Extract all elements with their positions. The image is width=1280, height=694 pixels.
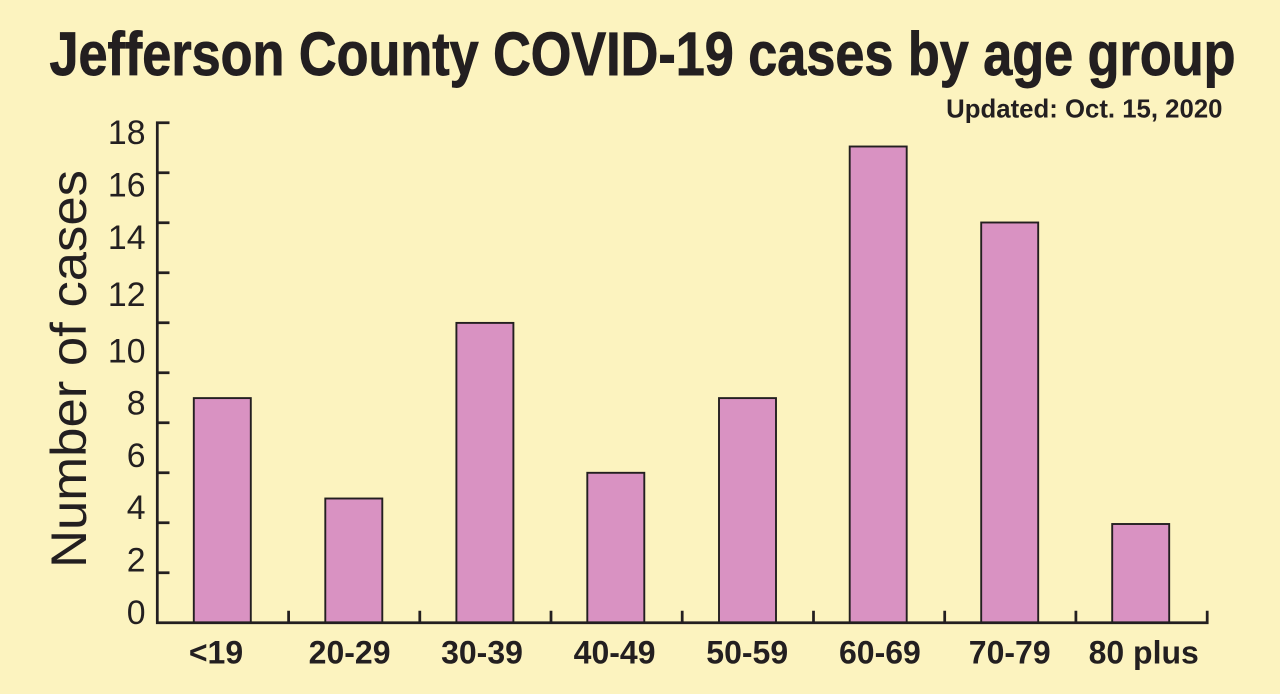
svg-text:40-49: 40-49	[574, 635, 656, 671]
svg-text:14: 14	[108, 219, 146, 257]
svg-text:Updated: Oct. 15, 2020: Updated: Oct. 15, 2020	[946, 96, 1222, 124]
svg-text:12: 12	[108, 276, 146, 314]
svg-text:10: 10	[108, 333, 146, 371]
svg-text:2: 2	[127, 541, 146, 579]
svg-text:50-59: 50-59	[706, 635, 788, 671]
svg-text:6: 6	[127, 437, 146, 475]
svg-text:80 plus: 80 plus	[1089, 635, 1199, 671]
svg-text:30-39: 30-39	[441, 635, 523, 671]
svg-text:Jefferson County COVID-19 case: Jefferson County COVID-19 cases by age g…	[50, 20, 1236, 89]
svg-text:4: 4	[127, 489, 146, 527]
svg-text:16: 16	[108, 166, 146, 204]
svg-text:<19: <19	[189, 635, 243, 671]
svg-text:20-29: 20-29	[309, 635, 391, 671]
svg-text:0: 0	[127, 594, 146, 632]
svg-text:8: 8	[127, 384, 146, 422]
svg-text:18: 18	[108, 114, 146, 152]
svg-text:60-69: 60-69	[839, 635, 921, 671]
svg-text:70-79: 70-79	[969, 635, 1051, 671]
svg-text:Number of cases: Number of cases	[40, 170, 97, 568]
